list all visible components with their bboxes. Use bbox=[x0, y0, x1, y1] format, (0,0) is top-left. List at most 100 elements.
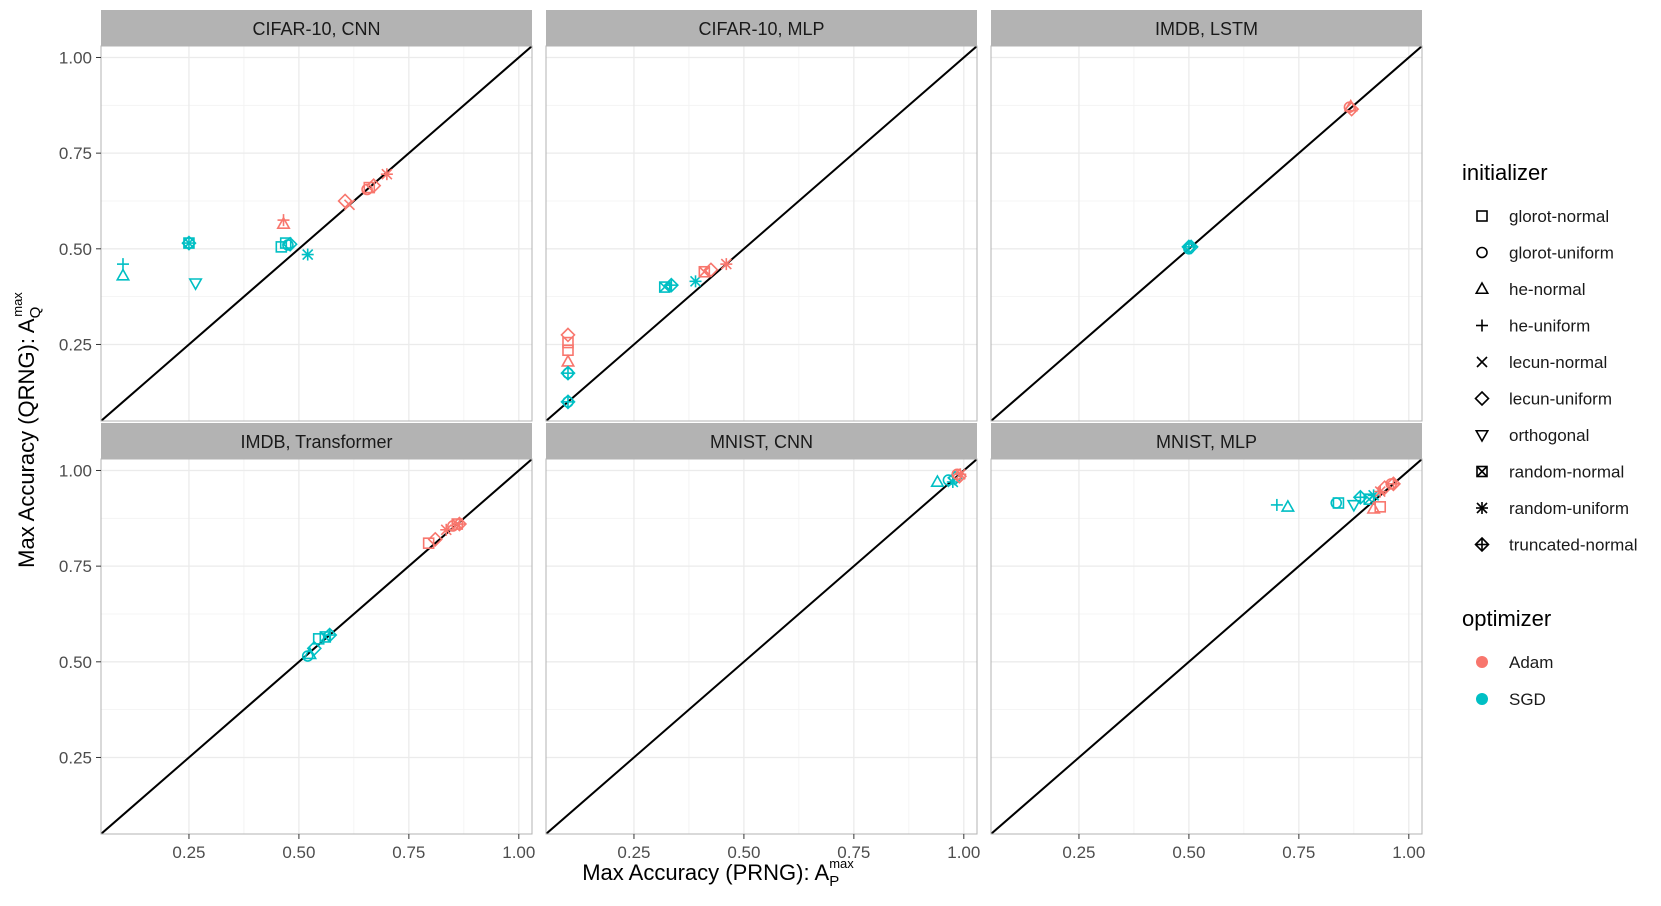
panel-border bbox=[990, 458, 1423, 835]
svg-text:Max Accuracy (QRNG): AQmax: Max Accuracy (QRNG): AQmax bbox=[10, 292, 44, 568]
scatter-points bbox=[560, 258, 733, 410]
x-axis-math-sub: P bbox=[829, 873, 839, 890]
identity-line bbox=[991, 459, 1422, 834]
facet-strip-label: CIFAR-10, CNN bbox=[252, 19, 380, 39]
data-point bbox=[1183, 239, 1199, 255]
legend-initializer-item: orthogonal bbox=[1474, 426, 1589, 445]
data-point bbox=[689, 275, 702, 288]
data-point bbox=[658, 281, 671, 293]
x-tick-label: 1.00 bbox=[947, 843, 980, 862]
data-point bbox=[562, 336, 574, 349]
legend-initializer-item: he-uniform bbox=[1476, 317, 1590, 336]
panel-grid bbox=[546, 459, 977, 834]
legend-initializer-item: lecun-normal bbox=[1476, 353, 1607, 372]
facet-strip bbox=[101, 10, 532, 46]
y-tick-label: 1.00 bbox=[59, 48, 92, 67]
legend-item-label: Adam bbox=[1509, 653, 1553, 672]
legend-initializer-item: lecun-uniform bbox=[1474, 390, 1612, 409]
facet-panel: MNIST, MLP 0.25 0.50 0.75 1.00 bbox=[990, 423, 1425, 862]
legend-initializer-item: random-normal bbox=[1476, 463, 1624, 482]
x-axis-title-text: Max Accuracy (PRNG): bbox=[582, 860, 814, 885]
facet-strip-label: IMDB, LSTM bbox=[1155, 19, 1258, 39]
data-point bbox=[337, 193, 353, 209]
y-tick-label: 0.75 bbox=[59, 557, 92, 576]
legend-color-dot bbox=[1476, 656, 1488, 668]
scatter-points bbox=[1181, 98, 1360, 255]
scatter-points bbox=[1270, 476, 1402, 514]
scatter-points bbox=[115, 168, 393, 291]
data-point bbox=[663, 277, 679, 293]
data-point bbox=[1181, 239, 1197, 255]
data-point bbox=[343, 199, 356, 211]
legend-initializer-items: glorot-normal glorot-uniform he-normal he-u… bbox=[1474, 207, 1638, 555]
legend-key-glyph bbox=[1474, 536, 1490, 553]
data-point bbox=[562, 367, 574, 379]
y-axis-math-sup: max bbox=[10, 292, 25, 317]
panel-grid bbox=[991, 459, 1422, 834]
data-point bbox=[277, 214, 290, 227]
data-point bbox=[427, 531, 443, 547]
x-tick-label: 0.50 bbox=[282, 843, 315, 862]
x-tick-label: 1.00 bbox=[502, 843, 535, 862]
panel-border bbox=[100, 45, 533, 422]
facet-strip bbox=[546, 10, 977, 46]
scatter-points bbox=[301, 516, 468, 662]
legend-initializer-item: truncated-normal bbox=[1474, 536, 1638, 555]
y-axis-math-sub: Q bbox=[27, 307, 44, 319]
data-point bbox=[1270, 498, 1283, 511]
legend-item-label: lecun-normal bbox=[1509, 353, 1607, 372]
facet-panel: CIFAR-10, MLP bbox=[545, 10, 978, 422]
panels-layer: CIFAR-10, CNN 0.25 0.50 0.75 1.00 CIFAR-10, M… bbox=[59, 10, 1425, 862]
data-point bbox=[1374, 485, 1387, 498]
legend-key-glyph bbox=[1474, 390, 1490, 407]
facet-strip bbox=[991, 423, 1422, 459]
identity-line bbox=[991, 46, 1422, 421]
x-axis-math-sup: max bbox=[829, 856, 854, 871]
y-tick-label: 0.75 bbox=[59, 144, 92, 163]
data-point bbox=[703, 262, 719, 278]
x-tick-label: 0.25 bbox=[1062, 843, 1095, 862]
legend-initializer-item: random-uniform bbox=[1476, 499, 1629, 518]
facet-strip-label: CIFAR-10, MLP bbox=[698, 19, 824, 39]
data-point bbox=[188, 278, 203, 291]
facet-strip-label: IMDB, Transformer bbox=[240, 432, 392, 452]
data-point bbox=[560, 327, 576, 343]
legend-item-label: he-uniform bbox=[1509, 317, 1590, 336]
panel-border bbox=[990, 45, 1423, 422]
x-axis-math-base: A bbox=[815, 860, 830, 885]
data-point bbox=[276, 216, 291, 229]
y-tick-label: 0.25 bbox=[59, 335, 92, 354]
facet-strip bbox=[101, 423, 532, 459]
legend-initializer-title: initializer bbox=[1462, 160, 1548, 185]
panel-border bbox=[545, 458, 978, 835]
data-point bbox=[279, 237, 292, 249]
legend-initializer: initializer glorot-normal glorot-uniform h… bbox=[1462, 160, 1638, 555]
legend-key-glyph bbox=[1476, 502, 1488, 514]
y-axis-title: Max Accuracy (QRNG): AQmax bbox=[10, 292, 44, 568]
panel-grid bbox=[101, 46, 532, 421]
legend-optimizer-item: SGD bbox=[1476, 690, 1546, 709]
x-tick-label: 0.75 bbox=[392, 843, 425, 862]
y-tick-label: 1.00 bbox=[59, 461, 92, 480]
data-point bbox=[306, 640, 322, 657]
facet-strip-label: MNIST, MLP bbox=[1156, 432, 1257, 452]
identity-line bbox=[101, 46, 532, 421]
legend-item-label: orthogonal bbox=[1509, 426, 1589, 445]
x-tick-label: 0.25 bbox=[172, 843, 205, 862]
facet-panel: IMDB, LSTM bbox=[990, 10, 1423, 422]
facet-panel: IMDB, Transformer 0.25 0.50 0.75 1.00 0.25 0.5… bbox=[59, 423, 535, 862]
x-tick-label: 0.50 bbox=[1172, 843, 1205, 862]
legend-initializer-item: glorot-normal bbox=[1476, 207, 1609, 226]
facet-panel: MNIST, CNN 0.25 0.50 0.75 1.00 bbox=[545, 423, 980, 862]
y-tick-label: 0.25 bbox=[59, 748, 92, 767]
data-point bbox=[115, 267, 131, 281]
data-point bbox=[954, 468, 967, 481]
legend-item-label: SGD bbox=[1509, 690, 1546, 709]
legend-optimizer-item: Adam bbox=[1476, 653, 1553, 672]
data-point bbox=[1385, 476, 1402, 492]
x-tick-label: 1.00 bbox=[1392, 843, 1425, 862]
legend-key-glyph bbox=[1474, 429, 1490, 443]
panel-border bbox=[545, 45, 978, 422]
svg-text:Max Accuracy (PRNG): APmax: Max Accuracy (PRNG): APmax bbox=[582, 856, 854, 890]
